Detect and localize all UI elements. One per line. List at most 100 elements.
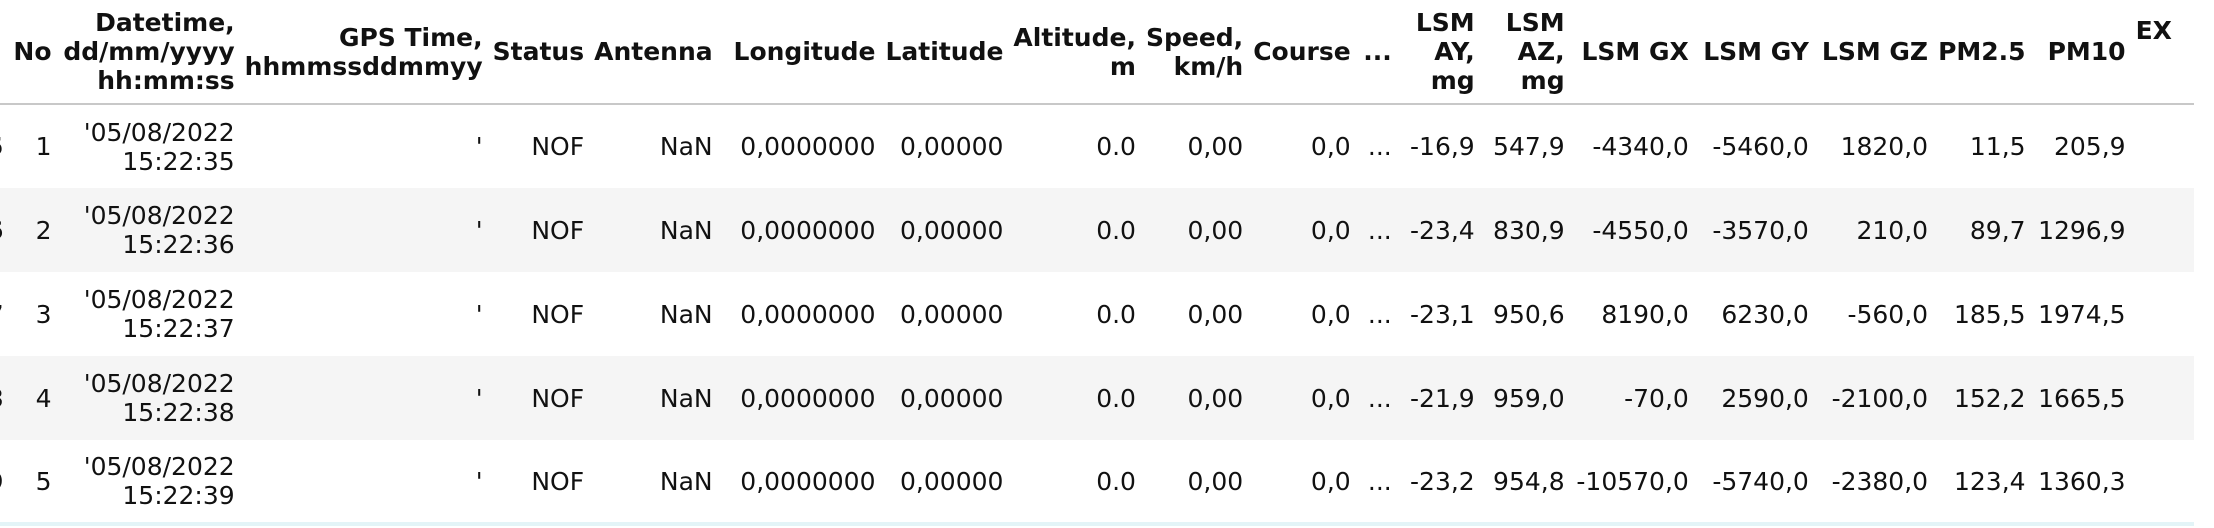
cell-lsm-gx: 8190,0	[1569, 272, 1694, 356]
column-header-gps-time-hhmmssddmmyy[interactable]: GPS Time, hhmmssddmmyy	[239, 0, 488, 105]
cell-value: NOF	[531, 383, 585, 413]
cell-gps-time-hhmmssddmmyy: '	[239, 272, 488, 356]
cell-value: 0,00	[1187, 215, 1244, 245]
cell-value: 0,00000	[900, 299, 1004, 329]
cell-value: '	[475, 466, 483, 496]
cell-value: 0,00	[1187, 466, 1244, 496]
column-header-antenna[interactable]: Antenna	[589, 0, 718, 105]
row-index: 7	[0, 272, 9, 356]
cell-longitude: 0,0000000	[717, 272, 881, 356]
cell-status: NOF	[487, 272, 590, 356]
column-header-label: Latitude	[885, 37, 1004, 66]
table-row: 84'05/08/202215:22:38'NOFNaN0,00000000,0…	[0, 356, 2194, 440]
cell-value: 3	[35, 299, 52, 329]
cell-value: 830,9	[1493, 215, 1565, 245]
cell-value: '05/08/2022	[83, 369, 235, 398]
column-header-pm2-5[interactable]: PM2.5	[1933, 0, 2031, 105]
column-header-label: Speed,	[1145, 22, 1244, 52]
column-header-label: ...	[1363, 37, 1392, 66]
cell-value: '05/08/2022	[83, 201, 235, 230]
cell-value: 0,0000000	[740, 466, 876, 496]
cell-value: -5460,0	[1712, 132, 1809, 161]
cell-ellipsis: ...	[1355, 356, 1397, 440]
cell-value: NaN	[659, 299, 713, 329]
cell-value: 0.0	[1096, 215, 1136, 245]
column-header-label: Longitude	[733, 37, 876, 66]
cell-value: 0,0000000	[740, 215, 876, 245]
cell-ex	[2130, 188, 2194, 272]
column-header-label: LSM GZ	[1821, 37, 1929, 66]
column-header-ex[interactable]: EX	[2130, 0, 2194, 105]
cell-datetime-dd-mm-yyyy-hh-mm-ss: '05/08/2022 15:22:36	[56, 188, 240, 272]
cell-value: 1360,3	[2038, 466, 2126, 496]
column-header-label: hhmmssddmmyy	[244, 51, 483, 81]
column-header-ellipsis[interactable]: ...	[1355, 0, 1397, 105]
column-header-speed-km-h[interactable]: Speed, km/h	[1140, 0, 1249, 105]
table-header: No Datetime, dd/mm/yyyy hh:mm:ss GPS Time, hh…	[0, 0, 2194, 105]
cell-value: NOF	[531, 132, 585, 161]
row-index: 5	[0, 104, 9, 188]
cell-lsm-gx: -10570,0	[1569, 440, 1694, 526]
header-row: No Datetime, dd/mm/yyyy hh:mm:ss GPS Time, hh…	[0, 0, 2194, 105]
cell-lsm-gx: -70,0	[1569, 356, 1694, 440]
cell-value: 0,0	[1310, 383, 1351, 413]
cell-lsm-ay-mg: -23,4	[1396, 188, 1480, 272]
column-header-lsm-az-mg[interactable]: LSM AZ, mg	[1479, 0, 1570, 105]
column-header-altitude-m[interactable]: Altitude, m	[1008, 0, 1141, 105]
cell-pm2-5: 152,2	[1933, 356, 2031, 440]
cell-pm2-5: 89,7	[1933, 188, 2031, 272]
column-header-label: AZ,	[1517, 37, 1565, 66]
column-header-course[interactable]: Course	[1248, 0, 1356, 105]
cell-value: -3570,0	[1712, 215, 1809, 245]
cell-pm10: 1665,5	[2030, 356, 2131, 440]
cell-speed-km-h: 0,00	[1140, 356, 1249, 440]
cell-antenna: NaN	[589, 356, 718, 440]
cell-value: 0.0	[1096, 132, 1136, 161]
column-header-label: Course	[1253, 37, 1351, 66]
column-header-pm10[interactable]: PM10	[2030, 0, 2131, 105]
cell-altitude-m: 0.0	[1008, 104, 1141, 188]
cell-lsm-gz: 210,0	[1813, 188, 1934, 272]
column-header-lsm-gy[interactable]: LSM GY	[1693, 0, 1814, 105]
column-header-lsm-gz[interactable]: LSM GZ	[1813, 0, 1934, 105]
cell-lsm-gy: -5740,0	[1693, 440, 1814, 526]
cell-status: NOF	[487, 440, 590, 526]
cell-altitude-m: 0.0	[1008, 188, 1141, 272]
table-body: 51'05/08/202215:22:35'NOFNaN0,00000000,0…	[0, 104, 2194, 526]
column-header-label: Datetime,	[95, 8, 235, 37]
cell-ellipsis: ...	[1355, 440, 1397, 526]
column-header-label: LSM	[1505, 8, 1565, 37]
column-header-datetime-dd-mm-yyyy-hh-mm-ss[interactable]: Datetime, dd/mm/yyyy hh:mm:ss	[56, 0, 240, 105]
column-header-label: PM10	[2047, 37, 2126, 66]
column-header-no[interactable]: No	[8, 0, 57, 105]
cell-value: 1	[35, 132, 52, 161]
column-header-label: No	[13, 37, 52, 66]
cell-value: '	[475, 132, 483, 161]
cell-value: 0,0000000	[740, 383, 876, 413]
cell-lsm-az-mg: 954,8	[1479, 440, 1570, 526]
cell-no: 3	[8, 272, 57, 356]
cell-value: 123,4	[1953, 466, 2026, 496]
cell-status: NOF	[487, 356, 590, 440]
cell-value: -2100,0	[1831, 383, 1929, 413]
column-header-lsm-gx[interactable]: LSM GX	[1569, 0, 1694, 105]
column-header-longitude[interactable]: Longitude	[717, 0, 881, 105]
cell-value: -23,2	[1410, 466, 1475, 496]
column-header-label: km/h	[1173, 51, 1244, 81]
cell-value: 959,0	[1493, 383, 1565, 413]
cell-ex	[2130, 104, 2194, 188]
table-row: 51'05/08/202215:22:35'NOFNaN0,00000000,0…	[0, 104, 2194, 188]
column-header-status[interactable]: Status	[487, 0, 590, 105]
cell-value: -70,0	[1624, 383, 1689, 413]
column-header-label: Altitude,	[1013, 22, 1136, 52]
column-header-label: GPS Time,	[338, 22, 483, 52]
cell-value: NaN	[659, 383, 713, 413]
cell-value: '05/08/2022	[83, 117, 235, 147]
column-header-lsm-ay-mg[interactable]: LSM AY, mg	[1396, 0, 1480, 105]
column-header-latitude[interactable]: Latitude	[880, 0, 1009, 105]
cell-latitude: 0,00000	[880, 356, 1009, 440]
cell-value: NaN	[659, 132, 713, 161]
cell-value: ...	[1367, 299, 1392, 329]
cell-gps-time-hhmmssddmmyy: '	[239, 188, 488, 272]
cell-ellipsis: ...	[1355, 188, 1397, 272]
